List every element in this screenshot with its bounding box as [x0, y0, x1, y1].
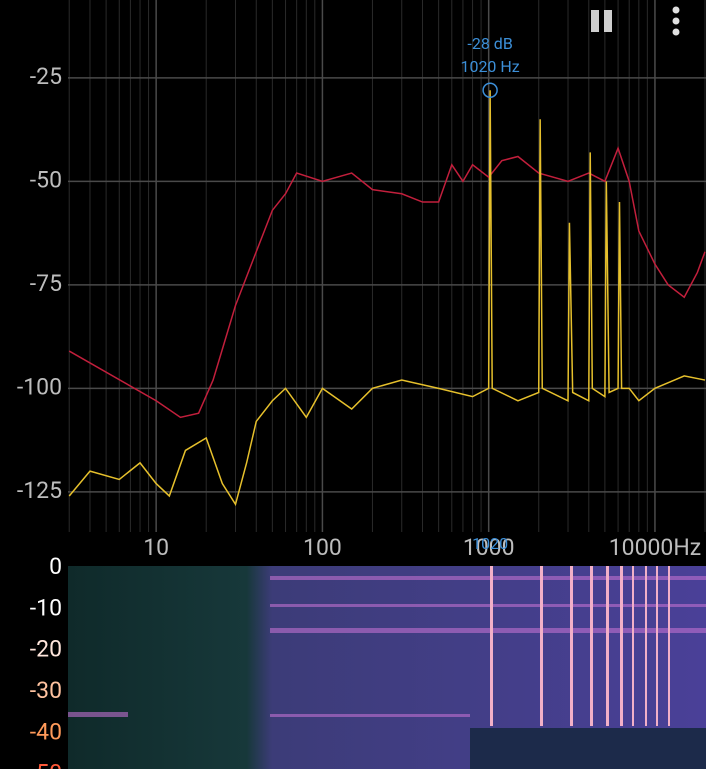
- cursor-frequency: 1020 Hz: [460, 57, 519, 76]
- menu-button[interactable]: [672, 6, 680, 36]
- y-tick-label: -125: [17, 477, 62, 504]
- y-tick-label: -50: [30, 760, 62, 769]
- spectrogram-block: [470, 728, 706, 769]
- y-tick-label: -40: [30, 718, 62, 745]
- cursor-value: -28 dB: [467, 34, 512, 53]
- y-tick-label: 0: [49, 553, 62, 580]
- spectrogram-bands: [68, 576, 706, 717]
- y-tick-label: -20: [30, 636, 62, 663]
- spectrum-line: [68, 90, 706, 507]
- y-tick-label: -25: [30, 63, 62, 90]
- x-tick-label: 1000: [463, 534, 515, 561]
- spectrum-chart: -25 -50 -75 -100 -125 10 100 1000 10000Hz -28 dB 1…: [17, 0, 706, 561]
- pause-button[interactable]: [591, 10, 612, 32]
- x-tick-label: 100: [303, 534, 342, 561]
- cursor-marker: [482, 82, 498, 99]
- y-tick-label: -50: [30, 166, 62, 193]
- spectrogram-harmonics: [490, 566, 670, 726]
- x-tick-label: 10000Hz: [609, 534, 701, 561]
- spectrum-line: [68, 146, 706, 419]
- y-tick-label: -30: [30, 677, 62, 704]
- y-tick-label: -75: [30, 270, 62, 297]
- y-tick-label: -10: [30, 594, 62, 621]
- cursor-axis-label: 1020: [472, 534, 508, 553]
- plot-area: [68, 0, 706, 532]
- spectrogram-axis: 0 -10 -20 -30 -40 -50: [30, 553, 62, 769]
- y-tick-label: -100: [17, 373, 62, 400]
- x-tick-label: 10: [143, 534, 169, 561]
